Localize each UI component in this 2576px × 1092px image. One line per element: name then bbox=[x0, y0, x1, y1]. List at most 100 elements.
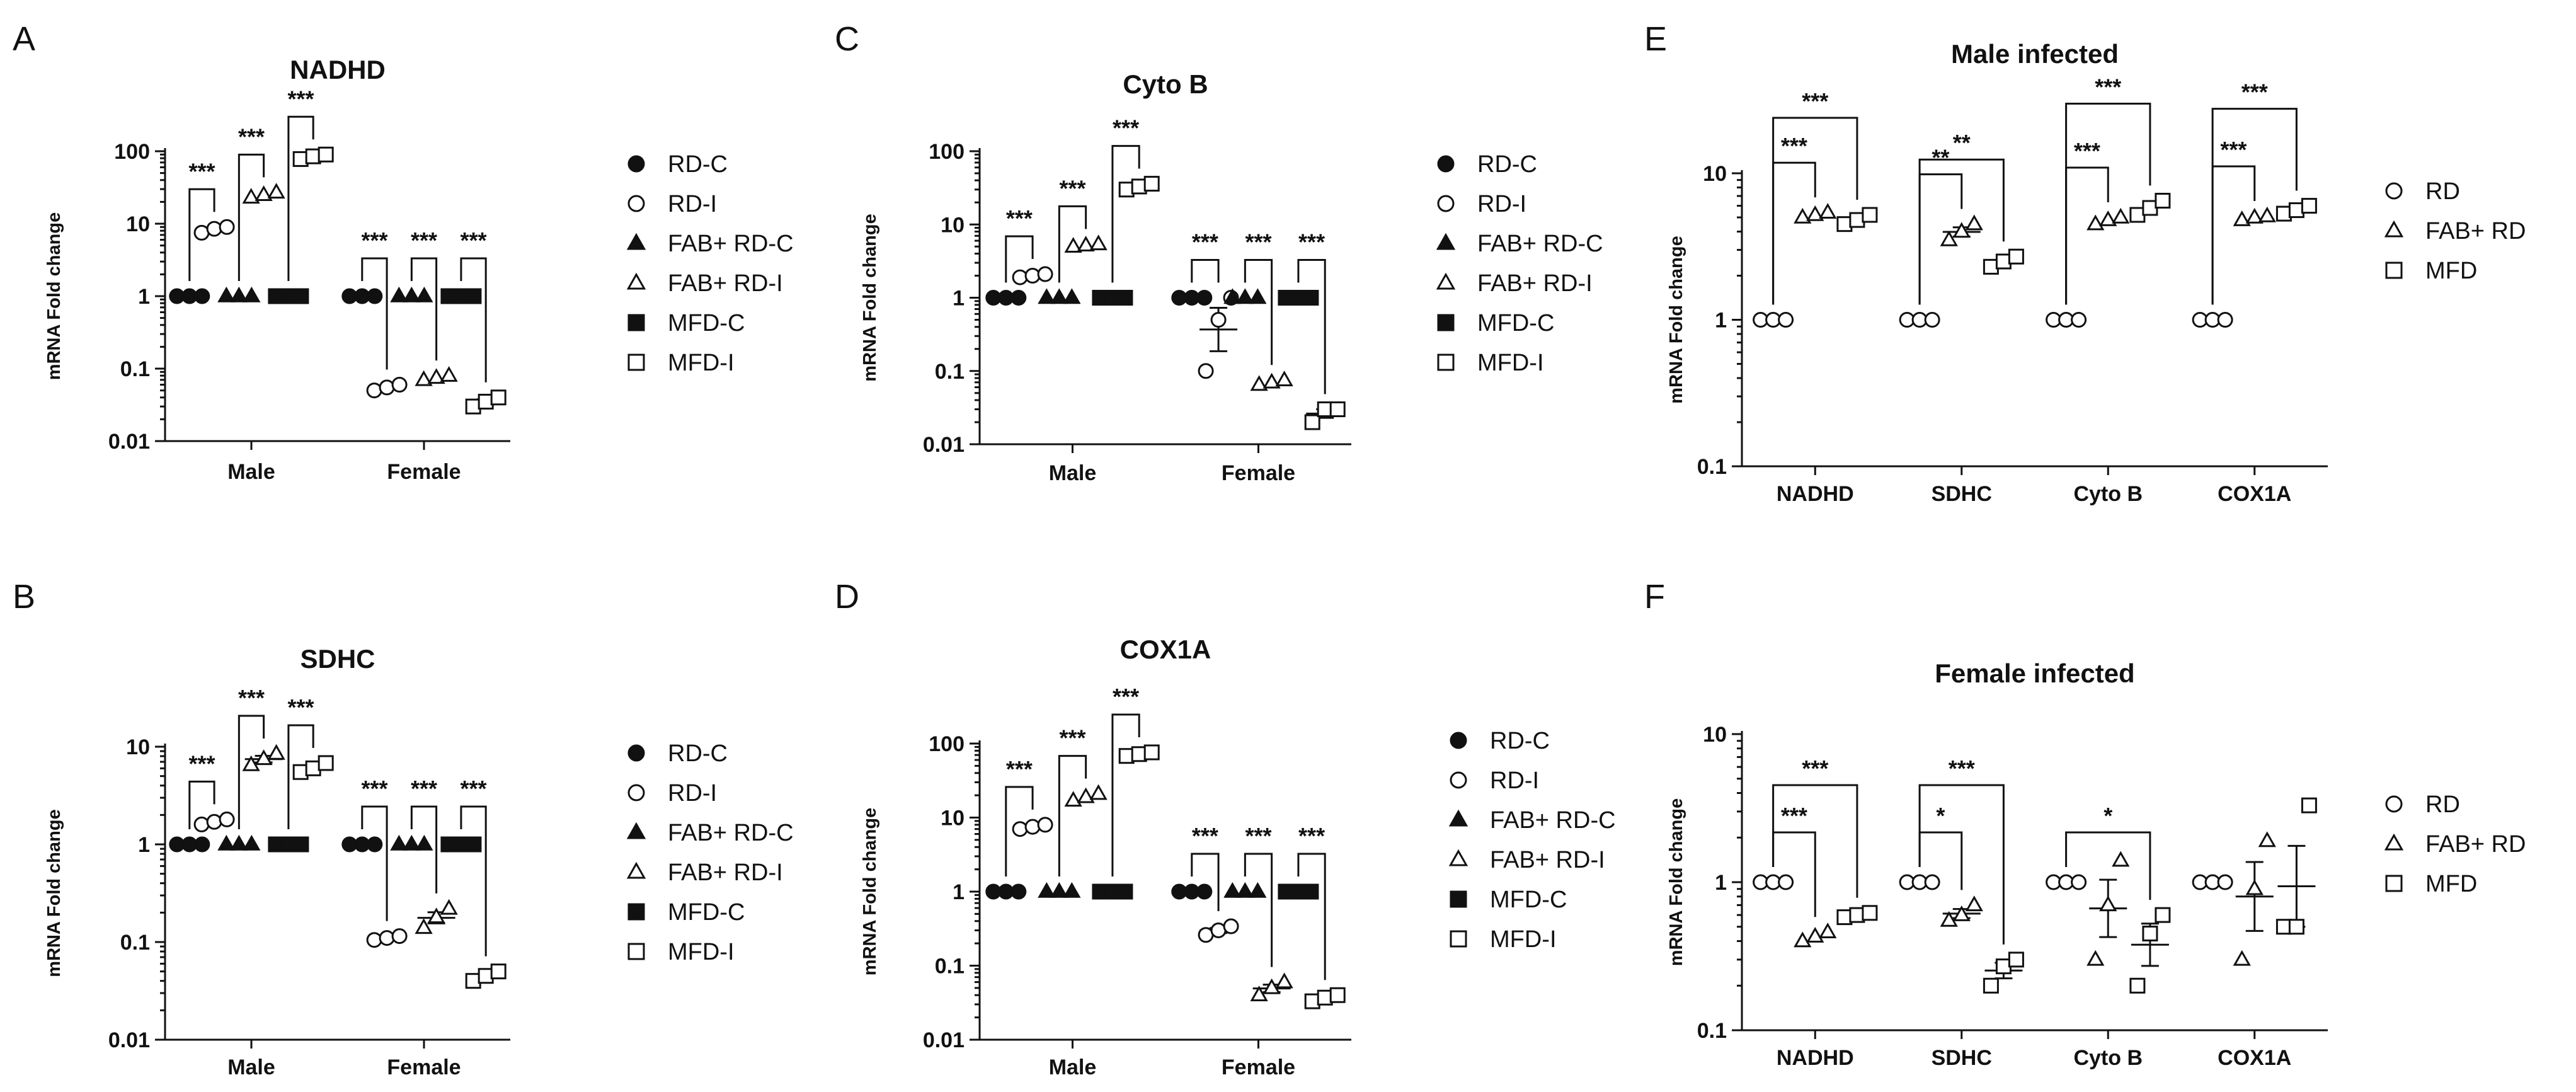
data-point bbox=[2008, 951, 2024, 968]
data-point bbox=[193, 816, 210, 832]
significance-bracket bbox=[1058, 755, 1087, 876]
data-point bbox=[1223, 882, 1242, 898]
legend-marker bbox=[1437, 353, 1455, 371]
data-point bbox=[1952, 905, 1971, 921]
chart-title: Cyto B bbox=[1123, 69, 1208, 99]
y-axis-label: mRNA Fold change bbox=[860, 214, 880, 381]
data-point bbox=[1010, 290, 1027, 306]
legend-label: FAB+ RD bbox=[2425, 831, 2526, 858]
chart-title: COX1A bbox=[1120, 635, 1211, 664]
significance-label: *** bbox=[1802, 88, 1828, 114]
data-point bbox=[1806, 926, 1824, 943]
legend-label: FAB+ RD-I bbox=[668, 859, 783, 886]
data-point bbox=[367, 288, 383, 304]
legend: RD-C RD-I FAB+ RD-C FAB+ RD-I MFD-C MFD-I bbox=[626, 151, 794, 376]
data-point bbox=[230, 286, 248, 302]
legend-label: RD-C bbox=[1490, 728, 1550, 754]
legend-marker bbox=[2384, 833, 2404, 851]
legend-marker bbox=[626, 272, 646, 290]
x-tick-label: COX1A bbox=[2218, 482, 2291, 506]
significance-label: ** bbox=[1953, 130, 1971, 156]
data-point bbox=[2155, 907, 2171, 923]
data-point bbox=[318, 755, 334, 771]
x-tick-label: Female bbox=[1222, 461, 1295, 485]
legend-label: MFD-I bbox=[1477, 350, 1544, 376]
significance-bracket bbox=[1191, 853, 1220, 912]
x-tick-label: Female bbox=[1222, 1055, 1295, 1079]
data-point bbox=[318, 146, 334, 163]
significance-bracket bbox=[1244, 853, 1273, 967]
data-point bbox=[366, 382, 382, 399]
significance-label: *** bbox=[1245, 229, 1271, 255]
data-point bbox=[390, 834, 408, 851]
legend-label: RD-I bbox=[668, 780, 717, 807]
data-point bbox=[1063, 882, 1081, 898]
data-point bbox=[366, 932, 382, 948]
significance-bracket bbox=[361, 805, 388, 921]
significance-bracket bbox=[2065, 166, 2109, 305]
significance-bracket bbox=[1772, 161, 1816, 305]
legend-marker bbox=[1450, 890, 1467, 908]
legend-label: MFD-C bbox=[1477, 310, 1554, 336]
legend-label: FAB+ RD-C bbox=[668, 820, 794, 846]
significance-label: *** bbox=[1245, 823, 1271, 849]
significance-bracket bbox=[2211, 108, 2298, 305]
data-point bbox=[1249, 882, 1267, 898]
data-point bbox=[427, 368, 445, 384]
data-point bbox=[1223, 288, 1242, 304]
significance-label: *** bbox=[1006, 756, 1033, 782]
data-point bbox=[1063, 288, 1081, 304]
data-point bbox=[2217, 874, 2233, 890]
legend-marker bbox=[1437, 314, 1455, 331]
legend: RD-C RD-I FAB+ RD-C FAB+ RD-I MFD-C MFD-I bbox=[626, 740, 794, 965]
data-point bbox=[1819, 922, 1837, 939]
panel-letter: F bbox=[1644, 578, 1665, 616]
data-point bbox=[1037, 817, 1053, 833]
legend-label: FAB+ RD-C bbox=[668, 231, 794, 257]
y-tick-label: 0.1 bbox=[120, 931, 150, 955]
data-point bbox=[1794, 207, 1812, 224]
significance-label: *** bbox=[2074, 138, 2100, 164]
significance-label: *** bbox=[1113, 684, 1139, 710]
legend: RD-C RD-I FAB+ RD-C FAB+ RD-I MFD-C MFD-I bbox=[1448, 728, 1616, 953]
y-tick-label: 0.01 bbox=[108, 1028, 150, 1052]
data-point bbox=[2258, 206, 2276, 222]
data-point bbox=[2233, 210, 2251, 226]
data-point bbox=[1050, 288, 1068, 304]
data-point bbox=[242, 188, 260, 204]
data-point bbox=[415, 834, 433, 851]
data-point bbox=[1275, 972, 1293, 989]
legend-marker bbox=[627, 314, 645, 331]
legend-marker bbox=[1450, 930, 1467, 948]
data-point bbox=[1778, 312, 1794, 328]
data-point bbox=[1329, 987, 1346, 1003]
data-point bbox=[1250, 986, 1268, 1002]
data-point bbox=[293, 288, 309, 304]
x-tick-label: Cyto B bbox=[2073, 482, 2143, 506]
data-point bbox=[2008, 248, 2024, 265]
legend-marker bbox=[1450, 771, 1467, 789]
legend-label: MFD-C bbox=[668, 310, 745, 336]
y-tick-label: 1 bbox=[1715, 309, 1727, 333]
data-point bbox=[415, 918, 433, 934]
significance-label: *** bbox=[1113, 115, 1139, 141]
y-tick-label: 0.1 bbox=[1697, 455, 1727, 479]
data-point bbox=[2245, 207, 2264, 224]
panel-letter: B bbox=[13, 578, 35, 616]
legend-marker bbox=[627, 903, 645, 921]
significance-bracket bbox=[1918, 158, 2005, 305]
legend-label: RD-C bbox=[668, 740, 728, 767]
legend-label: FAB+ RD bbox=[2425, 218, 2526, 244]
data-point bbox=[1143, 176, 1160, 192]
data-point bbox=[1940, 230, 1958, 246]
data-point bbox=[2155, 192, 2171, 209]
significance-bracket bbox=[287, 724, 314, 829]
data-point bbox=[217, 834, 236, 851]
data-point bbox=[1806, 205, 1824, 221]
data-point bbox=[1024, 268, 1041, 284]
significance-label: *** bbox=[1059, 725, 1085, 751]
legend-label: FAB+ RD-C bbox=[1477, 231, 1603, 257]
legend: RD-C RD-I FAB+ RD-C FAB+ RD-I MFD-C MFD-I bbox=[1436, 151, 1603, 376]
data-point bbox=[1196, 290, 1213, 306]
panel-letter: D bbox=[835, 578, 859, 616]
